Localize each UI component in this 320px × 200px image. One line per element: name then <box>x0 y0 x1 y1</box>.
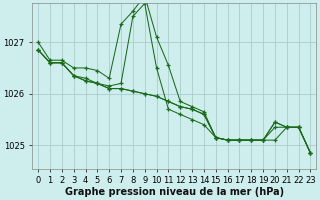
X-axis label: Graphe pression niveau de la mer (hPa): Graphe pression niveau de la mer (hPa) <box>65 187 284 197</box>
